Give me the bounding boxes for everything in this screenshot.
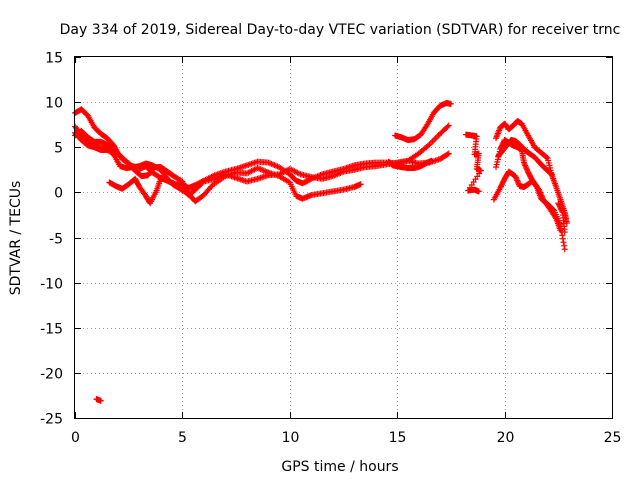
- data-point-track-h: [561, 242, 568, 249]
- data-point-track-d: [110, 149, 117, 156]
- x-tick-label: 10: [282, 430, 300, 446]
- data-point-track-b: [357, 181, 364, 188]
- data-point-cluster-19h: [475, 188, 482, 195]
- y-tick-label: -20: [40, 367, 63, 383]
- data-point-track-j: [561, 229, 568, 236]
- data-point-track-d: [179, 187, 186, 194]
- data-point-track-f: [428, 157, 435, 164]
- tick-layer: 0 5 10 15 20 25 15 10 5 0 -5 -10 -15 -20 -25: [40, 51, 621, 447]
- x-axis-label: GPS time / hours: [281, 459, 398, 475]
- data-point-track-a: [445, 122, 452, 129]
- data-point-outlier: [97, 397, 104, 404]
- y-tick-label: -10: [40, 277, 63, 293]
- data-point-track-h: [559, 235, 566, 242]
- y-tick-label: 10: [45, 96, 63, 112]
- data-point-track-j: [548, 171, 555, 178]
- data-point-track-a: [444, 123, 451, 130]
- data-point-track-c: [445, 150, 452, 157]
- x-tick-label: 15: [389, 430, 407, 446]
- chart-title: Day 334 of 2019, Sidereal Day-to-day VTE…: [60, 22, 621, 38]
- data-point-track-e: [447, 100, 454, 107]
- data-point-track-j: [558, 207, 565, 214]
- data-point-track-g: [543, 154, 550, 161]
- x-tick-label: 20: [497, 430, 515, 446]
- y-tick-label: -5: [49, 232, 63, 248]
- grid-layer: [75, 57, 612, 418]
- data-marks: [72, 100, 570, 404]
- data-point-track-h: [559, 232, 566, 239]
- plot-frame: [74, 56, 613, 419]
- y-tick-label: -25: [40, 412, 63, 428]
- y-tick-label: 15: [45, 51, 63, 67]
- data-point-track-h: [561, 246, 568, 253]
- x-tick-label: 0: [71, 430, 80, 446]
- y-tick-label: 0: [54, 186, 63, 202]
- y-tick-label: 5: [54, 141, 63, 157]
- data-point-track-i: [557, 227, 564, 234]
- x-tick-label: 5: [178, 430, 187, 446]
- data-point-track-h: [560, 239, 567, 246]
- y-tick-label: -15: [40, 322, 63, 338]
- x-tick-label: 25: [604, 430, 622, 446]
- data-point-track-d: [178, 186, 185, 193]
- y-axis-label: SDTVAR / TECUs: [8, 181, 24, 296]
- data-point-track-c: [444, 151, 451, 158]
